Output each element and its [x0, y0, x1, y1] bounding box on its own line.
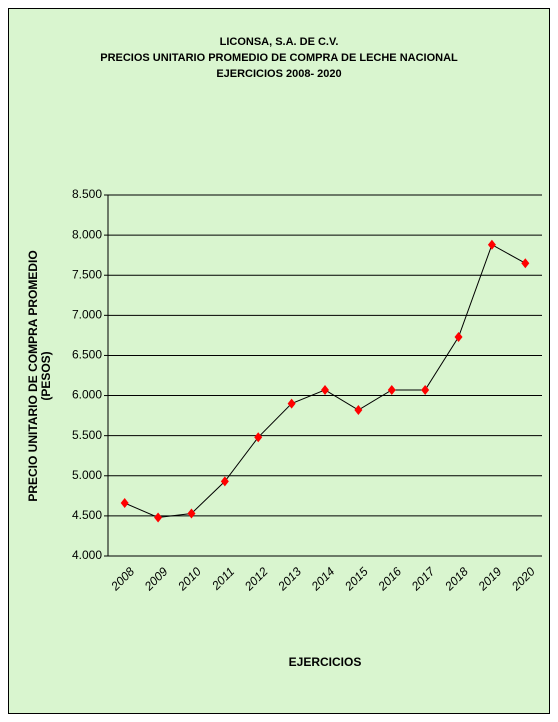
data-point [387, 384, 396, 395]
chart-title: LICONSA, S.A. DE C.V. [220, 36, 339, 48]
data-point [154, 512, 163, 523]
y-tick-label: 8.500 [72, 187, 102, 201]
chart-background [8, 8, 550, 714]
y-tick-label: 4.500 [72, 508, 102, 522]
x-axis-title: EJERCICIOS [289, 655, 362, 669]
chart-title: PRECIOS UNITARIO PROMEDIO DE COMPRA DE L… [100, 52, 458, 64]
data-point [454, 331, 463, 342]
y-axis-title: PRECIO UNITARIO DE COMPRA PROMEDIO [26, 250, 40, 501]
y-tick-label: 6.500 [72, 348, 102, 362]
data-point [487, 239, 496, 250]
data-point [187, 508, 196, 519]
y-tick-label: 5.500 [72, 428, 102, 442]
y-tick-label: 7.500 [72, 267, 102, 281]
y-tick-label: 5.000 [72, 468, 102, 482]
data-point [120, 498, 129, 509]
data-point [521, 258, 530, 269]
data-point [287, 398, 296, 409]
y-tick-label: 8.000 [72, 227, 102, 241]
data-point [254, 432, 263, 443]
data-point [421, 384, 430, 395]
data-point [220, 476, 229, 487]
y-axis-title: (PESOS) [39, 351, 53, 400]
y-tick-label: 6.000 [72, 388, 102, 402]
y-tick-label: 7.000 [72, 308, 102, 322]
data-point [321, 384, 329, 395]
data-point [354, 404, 363, 415]
y-tick-label: 4.000 [72, 548, 102, 562]
chart-title: EJERCICIOS 2008- 2020 [216, 68, 341, 80]
